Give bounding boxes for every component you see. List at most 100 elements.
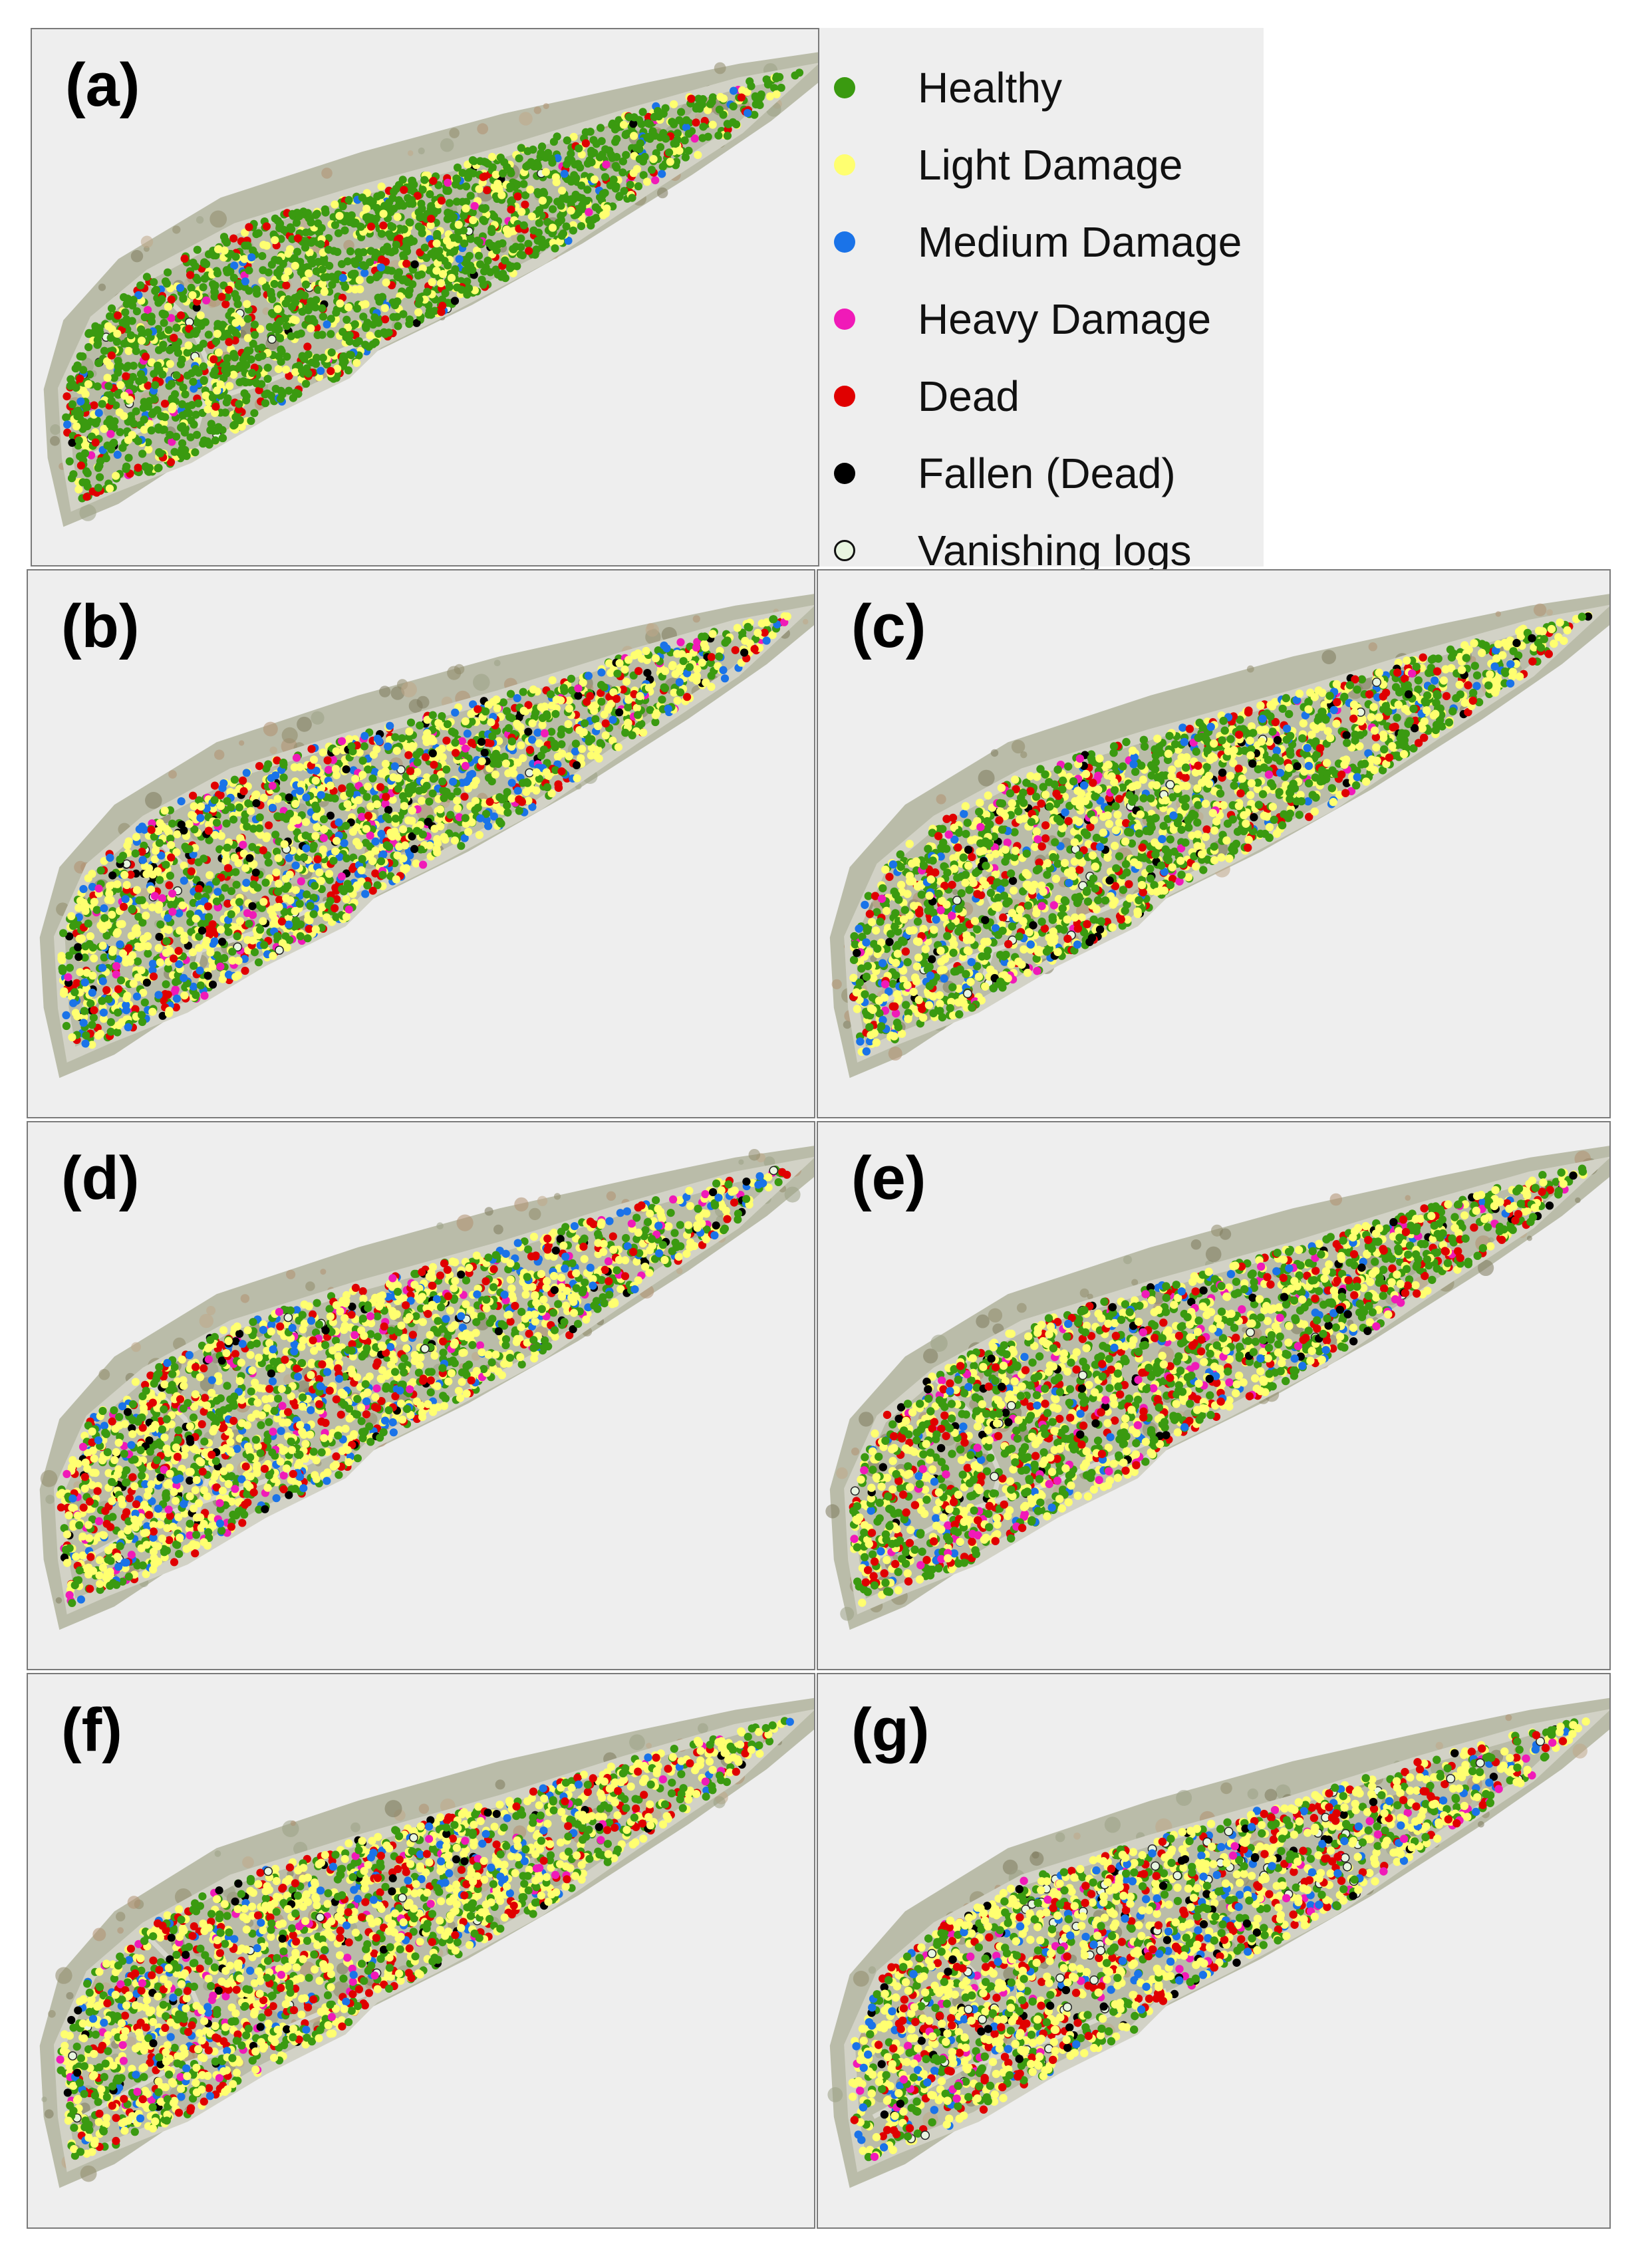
tree-point-dead xyxy=(381,315,390,324)
legend-label: Dead xyxy=(918,372,1020,420)
tree-point-healthy xyxy=(227,803,235,812)
tree-point-healthy xyxy=(68,400,76,409)
tree-point-light xyxy=(72,422,81,431)
tree-point-healthy xyxy=(428,711,437,719)
tree-point-healthy xyxy=(199,283,207,292)
tree-point-light xyxy=(289,315,298,324)
tree-point-light xyxy=(542,768,551,777)
tree-point-healthy xyxy=(400,275,408,284)
tree-point-light xyxy=(404,816,413,824)
tree-point-healthy xyxy=(235,898,244,906)
tree-point-dead xyxy=(174,947,183,955)
tree-point-healthy xyxy=(205,440,213,449)
tree-point-healthy xyxy=(587,735,596,743)
tree-point-light xyxy=(399,825,408,834)
tree-point-light xyxy=(369,751,378,759)
tree-point-dead xyxy=(241,966,249,975)
tree-point-light xyxy=(333,836,341,845)
tree-point-healthy xyxy=(650,112,659,121)
tree-point-heavy xyxy=(171,985,180,994)
tree-point-healthy xyxy=(417,224,426,233)
tree-point-healthy xyxy=(398,734,406,743)
tree-point-light xyxy=(236,834,245,842)
tree-point-healthy xyxy=(106,1018,115,1027)
tree-point-healthy xyxy=(543,710,551,719)
tree-point-medium xyxy=(720,674,730,683)
tree-point-medium xyxy=(242,769,251,777)
tree-point-light xyxy=(301,818,311,826)
tree-point-medium xyxy=(106,853,114,862)
tree-point-healthy xyxy=(481,707,490,716)
tree-point-healthy xyxy=(85,370,94,379)
tree-point-healthy xyxy=(126,331,135,340)
tree-point-light xyxy=(342,895,350,904)
tree-point-dead xyxy=(474,705,482,713)
tree-point-medium xyxy=(340,838,348,848)
tree-point-healthy xyxy=(622,151,630,160)
tree-point-healthy xyxy=(356,807,365,815)
tree-point-light xyxy=(271,916,279,924)
tree-point-medium xyxy=(196,814,205,822)
tree-point-light xyxy=(188,291,197,300)
canopy-texture xyxy=(390,686,405,700)
tree-point-healthy xyxy=(211,436,219,445)
tree-point-dead xyxy=(402,259,411,268)
tree-point-medium xyxy=(100,904,108,913)
tree-point-dead xyxy=(644,112,653,121)
tree-point-healthy xyxy=(628,193,636,202)
tree-point-healthy xyxy=(299,853,308,862)
tree-point-light xyxy=(548,223,557,232)
tree-point-fallen xyxy=(643,669,652,678)
tree-point-healthy xyxy=(459,226,468,235)
tree-point-dead xyxy=(331,884,340,892)
tree-point-healthy xyxy=(521,191,530,199)
tree-point-healthy xyxy=(319,815,329,824)
canopy-texture xyxy=(477,123,489,135)
legend-item-heavy-damage: Heavy Damage xyxy=(819,287,1264,360)
tree-point-dead xyxy=(239,787,248,795)
tree-point-healthy xyxy=(562,222,571,231)
tree-point-healthy xyxy=(178,424,186,432)
tree-point-heavy xyxy=(366,831,374,840)
tree-point-healthy xyxy=(70,988,79,997)
tree-point-healthy xyxy=(405,320,414,328)
tree-point-healthy xyxy=(263,364,272,372)
tree-point-healthy xyxy=(371,338,380,346)
tree-point-healthy xyxy=(223,354,231,362)
tree-point-healthy xyxy=(618,168,627,177)
tree-point-healthy xyxy=(571,739,581,748)
tree-point-light xyxy=(73,1012,82,1021)
tree-point-healthy xyxy=(171,390,180,399)
tree-point-light xyxy=(333,364,342,373)
tree-point-healthy xyxy=(362,793,371,801)
tree-point-light xyxy=(694,151,702,160)
tree-point-healthy xyxy=(470,157,478,166)
tree-point-healthy xyxy=(364,765,372,774)
tree-point-dead xyxy=(211,402,220,411)
tree-point-medium xyxy=(240,955,249,963)
tree-point-healthy xyxy=(460,211,468,220)
tree-point-healthy xyxy=(140,313,149,322)
tree-point-healthy xyxy=(559,229,568,238)
tree-point-light xyxy=(137,966,146,975)
tree-point-light xyxy=(214,348,223,357)
tree-point-dead xyxy=(613,694,621,703)
tree-point-healthy xyxy=(98,997,106,1005)
tree-point-fallen xyxy=(412,318,421,327)
tree-point-healthy xyxy=(529,145,537,154)
tree-point-healthy xyxy=(418,830,428,839)
tree-point-healthy xyxy=(770,84,779,92)
tree-point-medium xyxy=(465,775,474,783)
tree-point-dead xyxy=(683,693,692,701)
tree-point-medium xyxy=(449,777,458,786)
tree-point-heavy xyxy=(200,991,209,1000)
tree-point-healthy xyxy=(272,321,281,330)
tree-point-medium xyxy=(564,236,573,245)
tree-point-healthy xyxy=(466,191,475,200)
tree-point-healthy xyxy=(700,632,709,641)
tree-point-healthy xyxy=(385,198,394,207)
tree-point-medium xyxy=(375,737,384,746)
tree-point-healthy xyxy=(615,191,624,200)
tree-point-light xyxy=(98,942,107,950)
canopy-texture xyxy=(407,150,414,156)
